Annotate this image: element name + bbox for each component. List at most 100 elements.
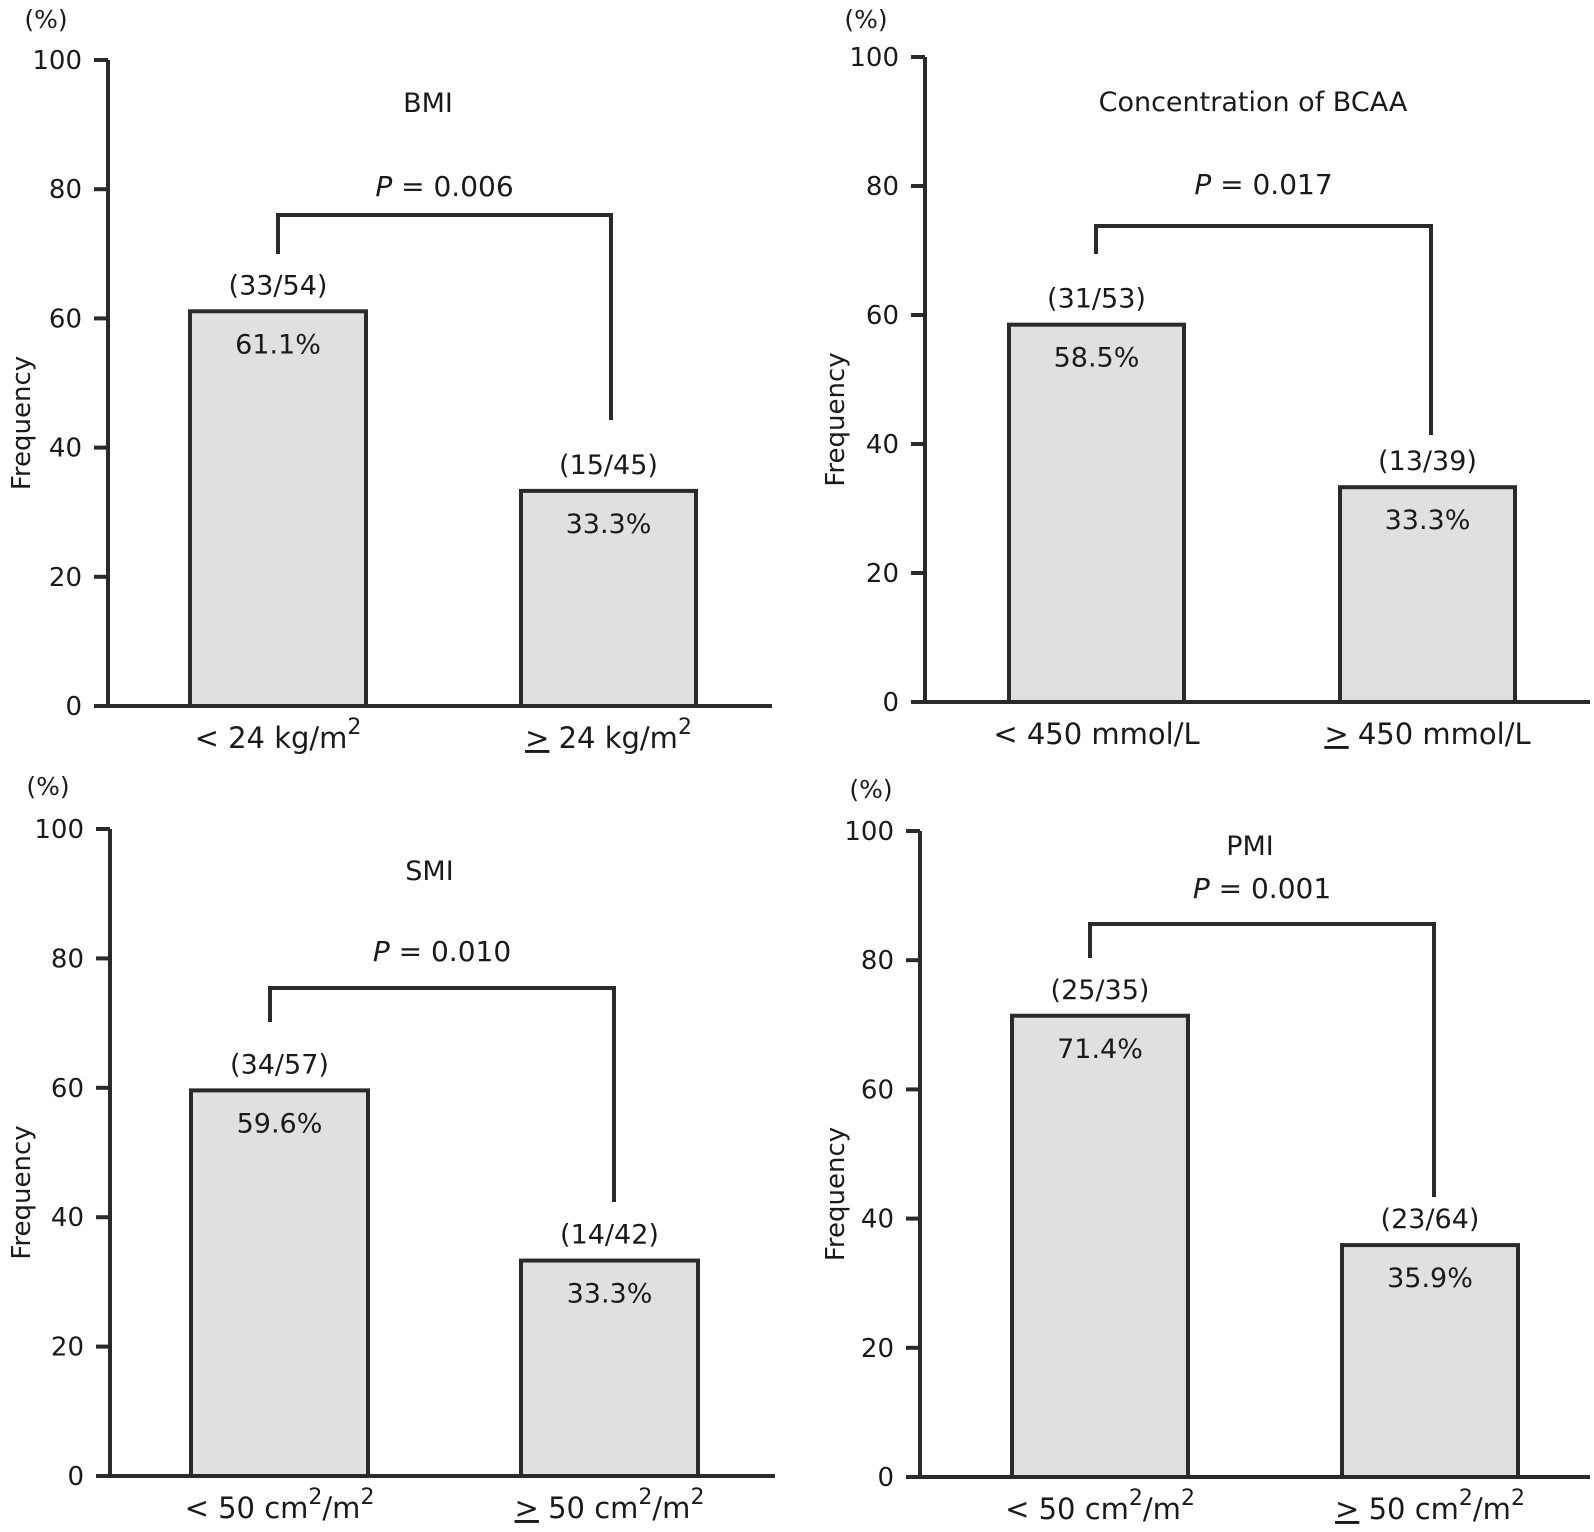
bar-1 <box>188 309 368 708</box>
category-main: < 50 cm <box>185 1491 309 1525</box>
chart-panel-1: 0 20 40 60 80 100 (%) Frequency BMI 61.1% (33/54) <… <box>7 5 772 755</box>
category-superscript: 2 <box>360 1485 374 1510</box>
y-axis-title: Frequency <box>821 1127 851 1261</box>
chart-panel-4: 0 20 40 60 80 100 (%) Frequency PMI 71.4% (25/35) <… <box>821 775 1590 1526</box>
geq-symbol: > <box>515 1491 539 1525</box>
bar-value-label: 33.3% <box>1385 505 1471 536</box>
y-tick-label: 60 <box>49 304 82 334</box>
bar-value-label: 59.6% <box>237 1108 323 1139</box>
category-superscript: 2 <box>347 715 361 740</box>
p-value: = 0.001 <box>1210 872 1331 905</box>
y-tick-label: 100 <box>32 46 82 76</box>
p-symbol: P <box>1194 168 1211 201</box>
significance-bracket <box>268 986 616 1202</box>
y-unit-label: (%) <box>844 5 887 34</box>
x-category-label: > 50 cm2/m2 <box>515 1485 705 1525</box>
p-value-label: P = 0.017 <box>1194 168 1332 201</box>
y-tick-label: 40 <box>866 430 899 460</box>
bar-2 <box>1338 485 1517 704</box>
p-value-label: P = 0.006 <box>375 170 513 203</box>
bar-2 <box>1340 1243 1520 1480</box>
y-tick-label: 100 <box>34 815 84 845</box>
category-tail: /m <box>652 1491 690 1525</box>
x-category-label: < 50 cm2/m2 <box>185 1485 375 1525</box>
geq-symbol: > <box>525 721 549 755</box>
chart-title: Concentration of BCAA <box>1099 87 1408 118</box>
significance-bracket <box>1088 922 1436 1197</box>
bar-count-label: (31/53) <box>1047 284 1146 315</box>
category-main: 24 kg/m <box>549 721 678 755</box>
bar-2 <box>519 488 698 708</box>
category-main: < 50 cm <box>1005 1492 1129 1526</box>
p-value-label: P = 0.010 <box>373 935 511 968</box>
y-tick-label: 80 <box>51 944 84 974</box>
bar-count-label: (34/57) <box>230 1049 329 1080</box>
chart-panel-2: 0 20 40 60 80 100 (%) Frequency Concentration of… <box>821 5 1590 751</box>
bar-value-label: 58.5% <box>1054 343 1140 374</box>
bar-count-label: (14/42) <box>560 1220 659 1251</box>
category-superscript: 2 <box>308 1485 322 1510</box>
p-symbol: P <box>375 170 392 203</box>
bar-1 <box>189 1088 370 1478</box>
category-superscript: 2 <box>1181 1486 1195 1511</box>
y-tick-label: 60 <box>866 301 899 331</box>
chart-title: PMI <box>1226 831 1274 862</box>
bar-1 <box>1010 1013 1190 1479</box>
bar-count-label: (25/35) <box>1051 975 1150 1006</box>
y-axis-title: Frequency <box>821 352 851 486</box>
y-tick-label: 20 <box>49 563 82 593</box>
y-tick-label: 0 <box>882 688 899 718</box>
y-tick-label: 60 <box>861 1075 894 1105</box>
bar-value-label: 61.1% <box>235 329 321 360</box>
y-tick-label: 20 <box>866 559 899 589</box>
y-unit-label: (%) <box>26 772 69 801</box>
geq-symbol: > <box>1324 717 1348 751</box>
y-tick-label: 40 <box>51 1203 84 1233</box>
chart-title: BMI <box>403 88 453 119</box>
x-category-label: < 50 cm2/m2 <box>1005 1486 1195 1526</box>
bar-value-label: 33.3% <box>566 509 652 540</box>
y-tick-label: 80 <box>861 946 894 976</box>
category-superscript: 2 <box>638 1485 652 1510</box>
bar-value-label: 33.3% <box>567 1279 653 1310</box>
bar-count-label: (33/54) <box>229 270 328 301</box>
x-category-label: > 450 mmol/L <box>1324 717 1530 751</box>
bar-count-label: (23/64) <box>1381 1204 1480 1235</box>
y-unit-label: (%) <box>24 5 67 34</box>
y-tick-label: 0 <box>67 1462 84 1492</box>
bar-count-label: (13/39) <box>1378 446 1477 477</box>
significance-bracket <box>1094 224 1433 435</box>
p-value: = 0.010 <box>390 935 511 968</box>
category-tail: /m <box>1143 1492 1181 1526</box>
chart-panel-3: 0 20 40 60 80 100 (%) Frequency SMI 59.6% (34/57) <… <box>7 772 775 1525</box>
y-tick-label: 60 <box>51 1074 84 1104</box>
category-superscript: 2 <box>1459 1486 1473 1511</box>
y-tick-label: 20 <box>861 1334 894 1364</box>
significance-bracket <box>276 213 613 420</box>
bar-value-label: 71.4% <box>1057 1034 1143 1065</box>
category-superscript: 2 <box>1511 1486 1525 1511</box>
category-superscript: 2 <box>1129 1486 1143 1511</box>
x-category-label: > 50 cm2/m2 <box>1335 1486 1525 1526</box>
chart-title: SMI <box>405 856 453 887</box>
p-symbol: P <box>1193 872 1210 905</box>
y-axis-title: Frequency <box>7 356 37 490</box>
p-value: = 0.017 <box>1211 168 1332 201</box>
category-tail: /m <box>322 1491 360 1525</box>
bar-value-label: 35.9% <box>1387 1263 1473 1294</box>
geq-symbol: > <box>1335 1492 1359 1526</box>
category-tail: /m <box>1473 1492 1511 1526</box>
y-tick-label: 40 <box>861 1205 894 1235</box>
p-value-label: P = 0.001 <box>1193 872 1331 905</box>
y-axis-title: Frequency <box>7 1125 37 1259</box>
bar-count-label: (15/45) <box>559 450 658 481</box>
bar-2 <box>519 1258 700 1478</box>
y-tick-label: 0 <box>877 1463 894 1493</box>
y-tick-label: 80 <box>49 175 82 205</box>
y-tick-label: 0 <box>65 692 82 722</box>
category-superscript: 2 <box>690 1485 704 1510</box>
x-category-label: < 24 kg/m2 <box>195 715 362 755</box>
p-symbol: P <box>373 935 390 968</box>
y-tick-label: 100 <box>849 43 899 73</box>
